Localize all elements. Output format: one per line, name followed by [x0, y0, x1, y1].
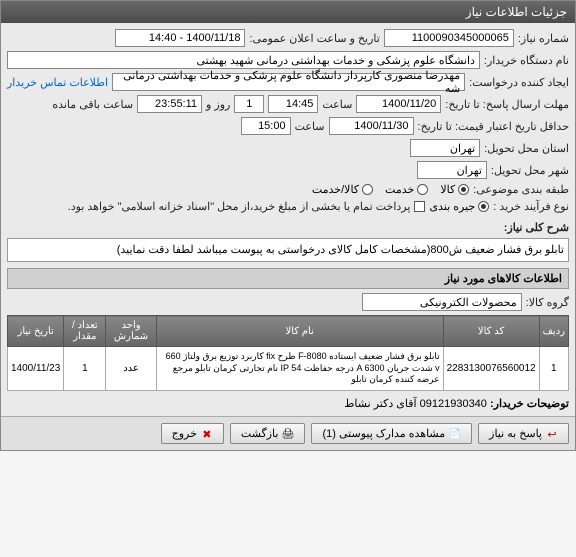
radio-both[interactable]: کالا/خدمت — [312, 183, 373, 196]
del-city-field: تهران — [417, 161, 487, 179]
cell-qty: 1 — [64, 347, 106, 391]
contact-link[interactable]: اطلاعات تماس خریدار — [7, 76, 108, 89]
deadline-time-field: 14:45 — [268, 95, 318, 113]
exit-button[interactable]: خروج — [161, 423, 224, 444]
back-button[interactable]: بازگشت — [230, 423, 306, 444]
creator-field: مهدرضا منصوری کارپرداز دانشگاه علوم پزشک… — [112, 73, 465, 91]
category-radio-group: کالا خدمت کالا/خدمت — [312, 183, 469, 196]
desc-header: شرح کلی نیاز: — [504, 221, 569, 234]
th-unit: واحد شمارش — [106, 316, 156, 347]
exit-icon — [201, 428, 213, 440]
time-label-1: ساعت — [322, 98, 352, 111]
proc-label: نوع فرآیند خرید : — [493, 200, 569, 213]
respond-icon — [546, 428, 558, 440]
days-label: روز و — [206, 98, 230, 111]
th-name: نام کالا — [156, 316, 443, 347]
cell-unit: عدد — [106, 347, 156, 391]
radio-goods[interactable]: کالا — [440, 183, 469, 196]
table-header-row: ردیف کد کالا نام کالا واحد شمارش تعداد /… — [8, 316, 569, 347]
proc-note: پرداخت تمام یا بخشی از مبلغ خرید،از محل … — [68, 200, 411, 213]
radio-dot-icon — [478, 201, 489, 212]
radio-ration[interactable]: جیره بندی — [429, 200, 489, 213]
remain-field: 23:55:11 — [137, 95, 202, 113]
form-content: شماره نیاز: 1100090345000065 تاریخ و ساع… — [1, 23, 575, 416]
min-valid-time-field: 15:00 — [241, 117, 291, 135]
desc-box: تابلو برق فشار ضعیف ش800(مشخصات کامل کال… — [7, 238, 569, 262]
buyer-note-label: توضیحات خریدار: — [490, 398, 569, 410]
doc-icon — [449, 428, 461, 440]
th-qty: تعداد / مقدار — [64, 316, 106, 347]
radio-service-label: خدمت — [385, 183, 414, 196]
radio-service[interactable]: خدمت — [385, 183, 428, 196]
remain-label: ساعت باقی مانده — [52, 98, 133, 111]
group-label: گروه کالا: — [526, 296, 569, 309]
th-date: تاریخ نیاز — [8, 316, 64, 347]
cell-row: 1 — [539, 347, 568, 391]
buyer-field: دانشگاه علوم پزشکی و خدمات بهداشتی درمان… — [7, 51, 480, 69]
attachments-label: مشاهده مدارک پیوستی (1) — [322, 427, 445, 440]
need-no-label: شماره نیاز: — [518, 32, 569, 45]
need-no-field: 1100090345000065 — [384, 29, 514, 47]
table-row[interactable]: 1 2283130076560012 تابلو برق فشار ضعیف ا… — [8, 347, 569, 391]
creator-label: ایجاد کننده درخواست: — [469, 76, 569, 89]
buyer-label: نام دستگاه خریدار: — [484, 54, 569, 67]
radio-goods-label: کالا — [440, 183, 455, 196]
radio-dot-icon — [417, 184, 428, 195]
category-label: طبقه بندی موضوعی: — [473, 183, 569, 196]
deadline-label: مهلت ارسال پاسخ: تا تاریخ: — [445, 98, 569, 111]
days-field: 1 — [234, 95, 264, 113]
radio-both-label: کالا/خدمت — [312, 183, 359, 196]
announce-field: 1400/11/18 - 14:40 — [115, 29, 245, 47]
th-row: ردیف — [539, 316, 568, 347]
footer: پاسخ به نیاز مشاهده مدارک پیوستی (1) باز… — [1, 416, 575, 450]
radio-dot-icon — [362, 184, 373, 195]
exit-label: خروج — [172, 427, 197, 440]
radio-ration-label: جیره بندی — [429, 200, 475, 213]
cell-name: تابلو برق فشار ضعیف ایستاده F-8080 طرح f… — [156, 347, 443, 391]
checkbox-treasury[interactable] — [414, 201, 425, 212]
group-field: محصولات الکترونیکی — [362, 293, 522, 311]
items-header: اطلاعات کالاهای مورد نیاز — [7, 268, 569, 289]
radio-dot-icon — [458, 184, 469, 195]
buyer-note-text: 09121930340 آقای دکتر نشاط — [344, 398, 487, 410]
min-valid-label: حداقل تاریخ اعتبار قیمت: تا تاریخ: — [418, 120, 569, 133]
respond-label: پاسخ به نیاز — [489, 427, 542, 440]
req-loc-field: تهران — [410, 139, 480, 157]
title-bar: جزئیات اطلاعات نیاز — [1, 1, 575, 23]
respond-button[interactable]: پاسخ به نیاز — [478, 423, 569, 444]
cell-code: 2283130076560012 — [443, 347, 539, 391]
announce-label: تاریخ و ساعت اعلان عمومی: — [249, 32, 379, 45]
req-loc-label: استان محل تحویل: — [484, 142, 569, 155]
back-label: بازگشت — [241, 427, 279, 440]
buyer-note-row: توضیحات خریدار: 09121930340 آقای دکتر نش… — [7, 397, 569, 410]
deadline-date-field: 1400/11/20 — [356, 95, 441, 113]
time-label-2: ساعت — [295, 120, 325, 133]
window: جزئیات اطلاعات نیاز شماره نیاز: 11000903… — [0, 0, 576, 451]
th-code: کد کالا — [443, 316, 539, 347]
del-city-label: شهر محل تحویل: — [491, 164, 569, 177]
items-table: ردیف کد کالا نام کالا واحد شمارش تعداد /… — [7, 315, 569, 391]
back-icon — [282, 428, 294, 440]
attachments-button[interactable]: مشاهده مدارک پیوستی (1) — [311, 423, 472, 444]
min-valid-date-field: 1400/11/30 — [329, 117, 414, 135]
cell-date: 1400/11/23 — [8, 347, 64, 391]
